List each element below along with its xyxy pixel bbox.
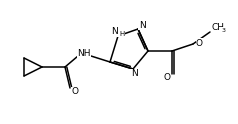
Text: O: O [164, 73, 170, 81]
Text: 3: 3 [222, 28, 226, 32]
Text: NH: NH [77, 48, 91, 58]
Text: O: O [196, 38, 203, 47]
Text: N: N [112, 28, 118, 36]
Text: N: N [131, 69, 137, 78]
Text: CH: CH [212, 22, 225, 31]
Text: N: N [139, 20, 145, 30]
Text: O: O [71, 88, 79, 96]
Text: H: H [119, 31, 125, 37]
